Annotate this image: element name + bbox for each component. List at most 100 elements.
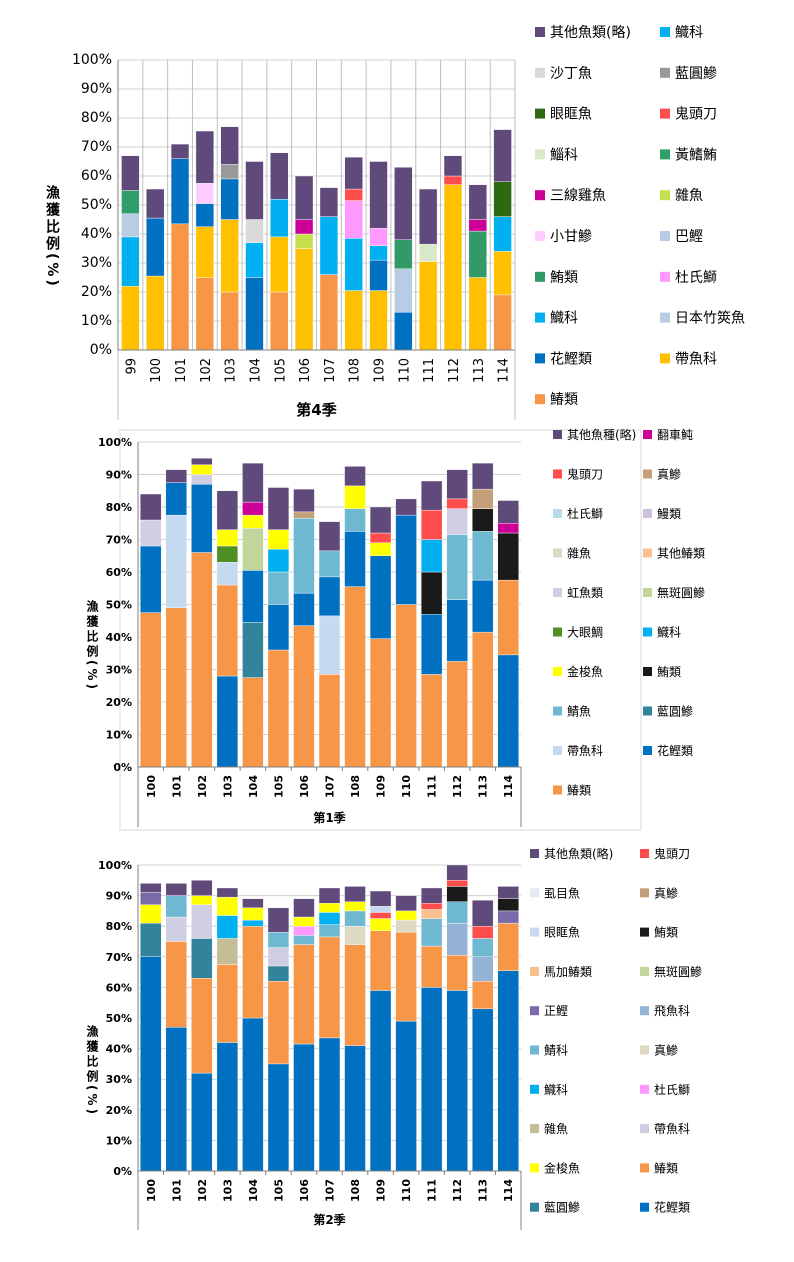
bar-segment bbox=[165, 514, 187, 608]
legend-swatch bbox=[553, 785, 562, 795]
bar-segment bbox=[344, 188, 363, 201]
legend-label: 真鰺 bbox=[657, 467, 681, 482]
bar-segment bbox=[369, 918, 392, 931]
x-tick-label: 101 bbox=[170, 775, 183, 798]
legend-swatch bbox=[640, 1124, 649, 1134]
y-tick-label: 20% bbox=[106, 1104, 132, 1117]
x-tick-label: 104 bbox=[247, 775, 260, 798]
y-tick-label: 10% bbox=[81, 313, 112, 329]
bar-segment bbox=[165, 895, 187, 918]
bar-segment bbox=[294, 248, 314, 351]
legend-label: 其他魚類(略) bbox=[550, 25, 631, 41]
bar-segment bbox=[140, 545, 162, 613]
bar-segment bbox=[468, 277, 487, 351]
bar-segment bbox=[446, 880, 468, 887]
y-tick-label: 50% bbox=[81, 197, 112, 213]
bar-segment bbox=[191, 904, 213, 939]
bar-segment bbox=[293, 488, 315, 513]
legend-swatch bbox=[553, 469, 562, 479]
bar-segment bbox=[140, 892, 162, 905]
legend-swatch bbox=[530, 849, 539, 858]
legend-swatch bbox=[530, 1084, 539, 1094]
bar-segment bbox=[191, 552, 213, 768]
bar-segment bbox=[146, 275, 165, 351]
bar-segment bbox=[242, 462, 264, 503]
bar-segment bbox=[318, 674, 341, 768]
y-tick-label: 30% bbox=[106, 664, 132, 677]
bar-segment bbox=[472, 899, 494, 927]
bar-segment bbox=[294, 219, 314, 235]
legend-label: 鬼頭刀 bbox=[567, 467, 603, 482]
bar-segment bbox=[267, 549, 290, 573]
bar-segment bbox=[191, 464, 213, 475]
bar-segment bbox=[318, 887, 341, 904]
y-tick-label: 70% bbox=[106, 951, 132, 964]
legend-label: 飛魚科 bbox=[654, 1004, 690, 1018]
bar-segment bbox=[420, 918, 443, 947]
bar-segment bbox=[394, 239, 413, 270]
bar-segment bbox=[318, 903, 341, 913]
bar-segment bbox=[220, 219, 239, 293]
y-tick-label: 80% bbox=[106, 920, 132, 933]
bar-segment bbox=[394, 312, 413, 351]
bar-segment bbox=[294, 175, 314, 220]
y-tick-label: 60% bbox=[106, 981, 132, 994]
bar-segment bbox=[220, 178, 239, 220]
chart-3: 0% 10% 20% 30% 40% 50% 60% 70% 80% 90% 100% 100 101 1… bbox=[85, 846, 702, 1230]
bar-segment bbox=[493, 129, 512, 183]
legend-label: 巴鰹 bbox=[675, 229, 703, 245]
bar-segment bbox=[446, 864, 468, 881]
bar-segment bbox=[245, 277, 264, 351]
bar-segment bbox=[216, 545, 239, 563]
bar-segment bbox=[318, 1037, 341, 1172]
x-tick-label: 112 bbox=[451, 1179, 464, 1202]
bar-segment bbox=[267, 947, 290, 967]
y-tick-label: 100% bbox=[98, 859, 132, 872]
bar-segment bbox=[344, 901, 366, 912]
bar-segment bbox=[216, 1042, 239, 1172]
bar-segment bbox=[121, 190, 140, 214]
legend-label: 沙丁魚 bbox=[550, 66, 592, 82]
bar-segment bbox=[140, 612, 162, 768]
bar-segment bbox=[245, 161, 264, 220]
bar-segment bbox=[165, 482, 187, 516]
y-tick-label: 40% bbox=[81, 226, 112, 242]
bar-segment bbox=[369, 990, 392, 1172]
bar-segment bbox=[195, 203, 214, 227]
y-tick-label: 40% bbox=[106, 631, 132, 644]
y-tick-label: 50% bbox=[106, 1012, 132, 1025]
bar-segment bbox=[216, 887, 239, 898]
bar-segment bbox=[369, 930, 392, 991]
y-tick-label: 50% bbox=[106, 599, 132, 612]
bar-segment bbox=[344, 485, 366, 509]
bar-segment bbox=[216, 938, 239, 965]
legend-swatch bbox=[643, 588, 652, 597]
bar-segment bbox=[318, 576, 341, 617]
legend-swatch bbox=[535, 312, 545, 323]
bar-segment bbox=[242, 926, 264, 1019]
legend-label: 杜氏鰤 bbox=[567, 506, 603, 521]
bar-segment bbox=[170, 223, 190, 351]
legend-swatch bbox=[640, 1045, 649, 1055]
legend-label: 眼眶魚 bbox=[550, 107, 592, 123]
bar-segment bbox=[216, 562, 239, 586]
bar-segment bbox=[195, 183, 214, 204]
x-tick-label: 107 bbox=[323, 358, 338, 383]
y-tick-label: 90% bbox=[106, 469, 132, 482]
x-axis-title: 第2季 bbox=[313, 1212, 346, 1227]
legend-swatch bbox=[660, 27, 670, 37]
legend-label: 鮪類 bbox=[657, 665, 681, 679]
bar-segment bbox=[395, 895, 417, 912]
bar-segment bbox=[472, 926, 494, 939]
y-tick-label: 20% bbox=[81, 284, 112, 300]
bar-segment bbox=[369, 161, 388, 229]
bar-segment bbox=[344, 200, 363, 239]
bar-segment bbox=[369, 542, 392, 556]
bar-segment bbox=[267, 529, 290, 550]
x-tick-label: 103 bbox=[221, 775, 234, 798]
legend-label: 金梭魚 bbox=[544, 1160, 580, 1175]
bar-segment bbox=[395, 1020, 417, 1172]
bar-segment bbox=[443, 175, 463, 185]
bar-segment bbox=[191, 938, 213, 979]
bar-segment bbox=[318, 936, 341, 1039]
